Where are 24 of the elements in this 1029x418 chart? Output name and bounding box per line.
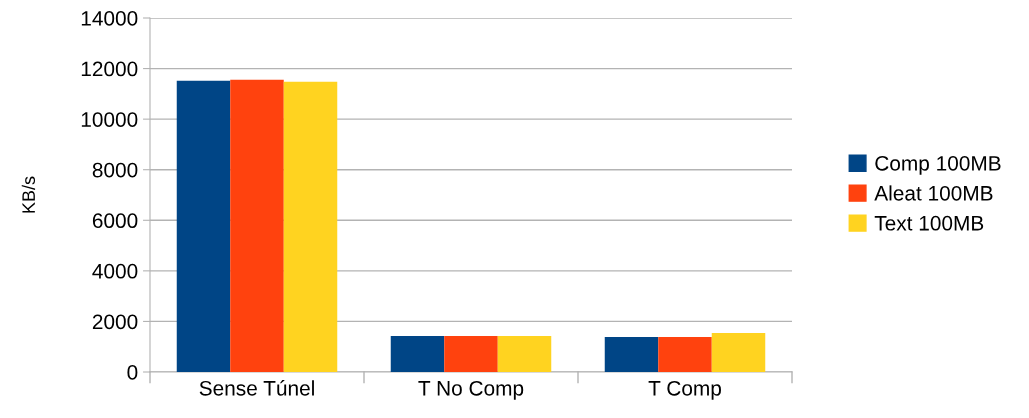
y-tick-label: 12000 <box>81 61 138 77</box>
legend-label: Text 100MB <box>874 215 984 231</box>
y-tick-label: 4000 <box>92 263 138 279</box>
bar <box>711 333 766 372</box>
bar <box>390 336 445 372</box>
y-tick-label: 6000 <box>92 213 138 229</box>
bar <box>230 79 284 372</box>
y-tick-label: 2000 <box>92 314 138 330</box>
x-tick-label: Sense Túnel <box>199 380 314 396</box>
bar <box>444 336 498 372</box>
bar <box>497 336 552 372</box>
y-axis-title: KB/s <box>21 176 36 213</box>
x-tick-label: T Comp <box>648 380 721 400</box>
bar <box>604 337 659 372</box>
y-tick-label: 10000 <box>81 112 138 127</box>
legend-label: Comp 100MB <box>875 155 1001 175</box>
bar <box>658 337 712 372</box>
y-tick-label: 14000 <box>81 11 138 26</box>
legend-label: Aleat 100MB <box>874 185 993 201</box>
bar <box>176 80 231 372</box>
y-tick-label: 8000 <box>92 162 138 178</box>
y-tick-label: 0 <box>127 365 138 380</box>
x-tick-label: T No Comp <box>418 380 524 400</box>
bar <box>283 81 338 372</box>
